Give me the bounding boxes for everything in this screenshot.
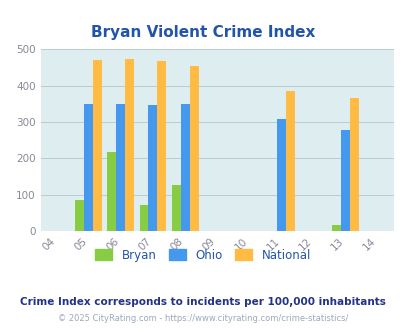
- Bar: [340, 130, 349, 231]
- Bar: [276, 119, 285, 231]
- Bar: [171, 184, 180, 231]
- Bar: [139, 205, 148, 231]
- Text: © 2025 CityRating.com - https://www.cityrating.com/crime-statistics/: © 2025 CityRating.com - https://www.city…: [58, 314, 347, 323]
- Legend: Bryan, Ohio, National: Bryan, Ohio, National: [90, 244, 315, 266]
- Bar: [180, 104, 189, 231]
- Bar: [93, 60, 102, 231]
- Text: Crime Index corresponds to incidents per 100,000 inhabitants: Crime Index corresponds to incidents per…: [20, 297, 385, 307]
- Bar: [75, 200, 84, 231]
- Bar: [107, 152, 116, 231]
- Bar: [148, 105, 157, 231]
- Bar: [125, 59, 134, 231]
- Bar: [116, 104, 125, 231]
- Bar: [331, 225, 340, 231]
- Bar: [84, 104, 93, 231]
- Bar: [349, 98, 358, 231]
- Bar: [157, 61, 166, 231]
- Bar: [285, 90, 294, 231]
- Text: Bryan Violent Crime Index: Bryan Violent Crime Index: [91, 25, 314, 40]
- Bar: [189, 66, 198, 231]
